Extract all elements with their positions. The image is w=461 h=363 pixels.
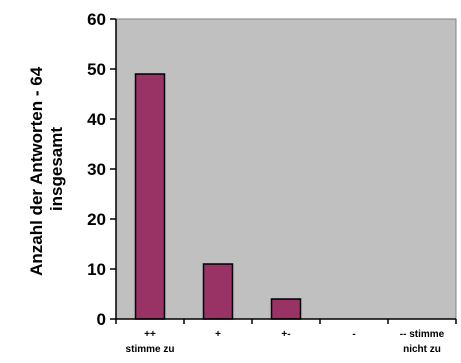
x-tick-label-line: -: [352, 329, 355, 340]
y-tick-label: 10: [87, 260, 106, 279]
y-tick-label: 0: [97, 310, 106, 329]
y-tick-label: 20: [87, 210, 106, 229]
x-tick-label-4: -- stimme nicht zu: [400, 329, 445, 355]
y-tick-label: 50: [87, 60, 106, 79]
bar-2: [270, 298, 302, 320]
y-axis-label-line-2: insgesamt: [47, 127, 66, 211]
x-tick-label-line: +-: [281, 329, 290, 340]
x-tick-label-line: ++: [144, 329, 156, 340]
y-ticks-group: 0 10 20 30 40 50 60: [87, 10, 116, 329]
x-tick-label-0: ++ stimme zu: [126, 329, 175, 355]
x-ticks-group: ++ stimme zu + +- - -- stimme nicht zu: [115, 319, 457, 355]
x-tick-label-line: +: [215, 329, 221, 340]
bars-group: [134, 73, 302, 320]
x-tick-label-2: +-: [281, 329, 290, 340]
y-tick-label: 60: [87, 10, 106, 29]
x-tick-label-1: +: [215, 329, 221, 340]
plot-area: [115, 18, 457, 320]
bar-0: [134, 73, 166, 320]
y-tick-label: 30: [87, 160, 106, 179]
x-tick-label-line: -- stimme: [400, 329, 445, 340]
y-axis-label-line-1: Anzahl der Antworten - 64: [27, 66, 46, 276]
x-tick-label-3: -: [352, 329, 355, 340]
y-tick-label: 40: [87, 110, 106, 129]
x-tick-label-line: stimme zu: [126, 344, 175, 355]
y-axis-label: Anzahl der Antworten - 64 insgesamt: [27, 62, 66, 276]
bar-1: [202, 263, 234, 320]
x-tick-label-line: nicht zu: [403, 344, 441, 355]
